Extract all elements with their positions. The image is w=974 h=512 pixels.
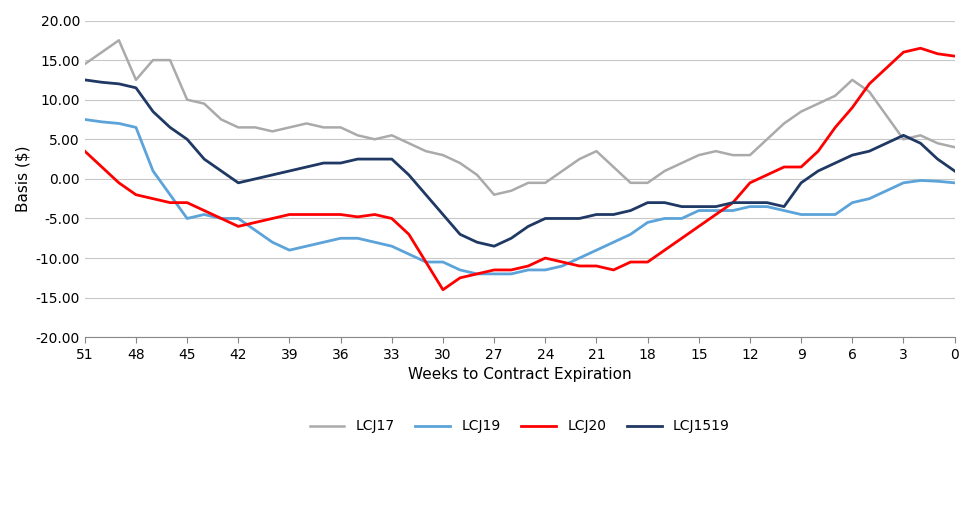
LCJ20: [915, 45, 926, 51]
Line: LCJ20: LCJ20: [85, 48, 955, 290]
LCJ17: [113, 37, 125, 44]
LCJ19: [147, 168, 159, 174]
X-axis label: Weeks to Contract Expiration: Weeks to Contract Expiration: [408, 367, 631, 382]
LCJ19: [471, 271, 483, 277]
Y-axis label: Basis ($): Basis ($): [15, 145, 30, 212]
Line: LCJ1519: LCJ1519: [85, 80, 955, 246]
LCJ17: [403, 140, 415, 146]
LCJ17: [949, 144, 960, 151]
LCJ20: [556, 259, 568, 265]
LCJ17: [642, 180, 654, 186]
LCJ17: [488, 191, 500, 198]
LCJ1519: [488, 243, 500, 249]
LCJ1519: [624, 207, 636, 214]
LCJ17: [165, 57, 176, 63]
LCJ20: [79, 148, 91, 154]
LCJ1519: [658, 200, 670, 206]
LCJ1519: [949, 168, 960, 174]
LCJ19: [658, 216, 670, 222]
Line: LCJ19: LCJ19: [85, 119, 955, 274]
LCJ20: [658, 247, 670, 253]
LCJ1519: [898, 132, 910, 138]
LCJ19: [898, 180, 910, 186]
LCJ20: [624, 259, 636, 265]
LCJ19: [386, 243, 397, 249]
LCJ20: [506, 267, 517, 273]
LCJ1519: [386, 156, 397, 162]
LCJ1519: [79, 77, 91, 83]
Legend: LCJ17, LCJ19, LCJ20, LCJ1519: LCJ17, LCJ19, LCJ20, LCJ1519: [304, 414, 735, 439]
LCJ19: [949, 180, 960, 186]
Line: LCJ17: LCJ17: [85, 40, 955, 195]
LCJ20: [949, 53, 960, 59]
LCJ20: [437, 287, 449, 293]
LCJ20: [147, 196, 159, 202]
LCJ19: [506, 271, 517, 277]
LCJ17: [574, 156, 585, 162]
LCJ17: [522, 180, 534, 186]
LCJ19: [624, 231, 636, 238]
LCJ19: [79, 116, 91, 122]
LCJ17: [79, 61, 91, 67]
LCJ17: [676, 160, 688, 166]
LCJ1519: [506, 235, 517, 241]
LCJ20: [386, 216, 397, 222]
LCJ1519: [147, 109, 159, 115]
